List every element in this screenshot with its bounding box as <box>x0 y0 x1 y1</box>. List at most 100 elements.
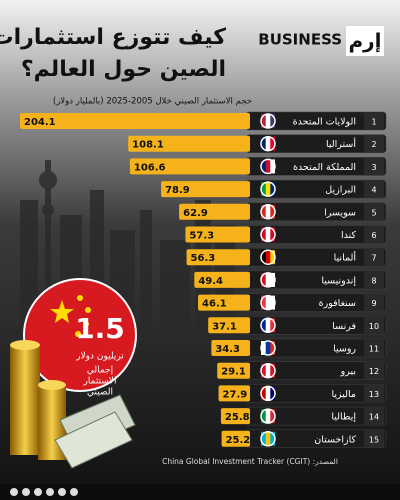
total-label: الصيني <box>87 388 113 398</box>
flag-part <box>270 159 275 174</box>
category-label: البرازيل <box>325 185 356 196</box>
value-label: 49.4 <box>198 276 223 287</box>
category-label: سنغافورة <box>319 298 356 309</box>
value-label: 25.8 <box>225 412 250 423</box>
rank-box <box>364 361 384 380</box>
value-label: 108.1 <box>132 140 164 151</box>
flag-part <box>270 136 275 151</box>
category-label: كندا <box>341 230 356 241</box>
value-label: 37.1 <box>212 321 237 332</box>
value-label: 29.1 <box>221 367 246 378</box>
value-label: 106.6 <box>134 162 166 173</box>
flag-ring <box>260 226 276 243</box>
flag-part <box>270 409 275 424</box>
logo-word: BUSINESS <box>258 31 342 49</box>
flag-part <box>270 431 275 446</box>
rank-box <box>364 339 384 357</box>
flag-part <box>270 386 275 401</box>
category-label: أستراليا <box>326 137 356 150</box>
rank: 15 <box>369 435 379 444</box>
logo-box <box>346 26 384 56</box>
value-label: 78.9 <box>165 185 190 196</box>
logo-brand: إرم <box>348 29 381 53</box>
flag-part <box>261 204 266 219</box>
category-label: الولايات المتحدة <box>293 117 356 128</box>
value-label: 56.3 <box>191 253 216 264</box>
flag-part <box>270 227 275 242</box>
category-label: إيطاليا <box>331 412 356 423</box>
flag-part <box>270 250 275 265</box>
category-label: ماليزيا <box>331 389 356 400</box>
flag-part <box>261 136 266 151</box>
bar <box>208 317 250 334</box>
flag-part <box>270 272 275 287</box>
flag-part <box>261 318 266 333</box>
flag-part <box>261 431 266 446</box>
flag-part <box>261 295 266 310</box>
category-label: كازاخستان <box>314 434 356 445</box>
category-label: سويسرا <box>324 207 356 218</box>
rank-box <box>364 180 384 199</box>
bar <box>211 340 250 356</box>
title-line: الصين حول العالم؟ <box>21 57 226 82</box>
flag-ring <box>260 249 276 265</box>
value-label: 27.9 <box>223 389 248 400</box>
flag-ring <box>260 113 276 129</box>
bar <box>20 113 250 129</box>
bar <box>220 408 250 425</box>
rank: 13 <box>369 390 379 399</box>
rank: 8 <box>371 276 376 285</box>
flag-part <box>261 363 266 378</box>
rank-box <box>364 112 384 130</box>
rank: 4 <box>371 186 376 195</box>
category-label: إندونيسيا <box>321 275 356 286</box>
bar <box>128 135 250 152</box>
bar <box>198 294 250 311</box>
rank: 7 <box>371 254 376 263</box>
bar <box>129 158 250 175</box>
flag-part <box>261 272 266 287</box>
total-label: الاستثمار <box>83 377 117 387</box>
category-label: روسيا <box>333 344 356 355</box>
flag-part <box>270 204 275 219</box>
rank-box <box>364 202 384 221</box>
bar <box>186 249 250 266</box>
total-label: إجمالي <box>87 366 113 376</box>
rank-box <box>364 134 384 153</box>
flag-ring <box>260 362 276 379</box>
social-icons <box>10 488 78 496</box>
rank: 11 <box>369 345 379 354</box>
category-label: ألمانيا <box>334 251 357 264</box>
total-value: 1.5 <box>75 312 125 345</box>
rank: 14 <box>369 413 379 422</box>
value-label: 25.2 <box>226 435 251 446</box>
total-unit: تريليون دولار <box>75 352 124 362</box>
flag-part <box>261 182 266 197</box>
flag-part <box>270 114 275 128</box>
rank: 12 <box>369 367 379 376</box>
rank-box <box>364 157 384 176</box>
title-line: كيف تتوزع استثمارات <box>0 25 226 50</box>
bar <box>217 362 250 379</box>
flag-ring <box>260 158 276 175</box>
flag-ring <box>260 135 276 152</box>
flag-part <box>270 182 275 197</box>
bar <box>221 430 250 447</box>
rank: 6 <box>371 231 376 240</box>
rank-box <box>364 270 384 289</box>
rank: 5 <box>371 208 376 217</box>
flag-ring <box>260 272 276 288</box>
flag-part <box>261 409 266 424</box>
rank: 3 <box>371 163 376 172</box>
source: المصدر: China Global Investment Tracker … <box>162 457 338 466</box>
flag-ring <box>260 385 276 402</box>
flag-ring <box>260 204 276 220</box>
footer <box>0 484 400 500</box>
flag-ring <box>260 317 276 334</box>
value-label: 62.9 <box>183 208 208 219</box>
flag-part <box>270 363 275 378</box>
rank: 9 <box>371 299 376 308</box>
rank: 10 <box>369 322 379 331</box>
rank-box <box>364 407 384 426</box>
